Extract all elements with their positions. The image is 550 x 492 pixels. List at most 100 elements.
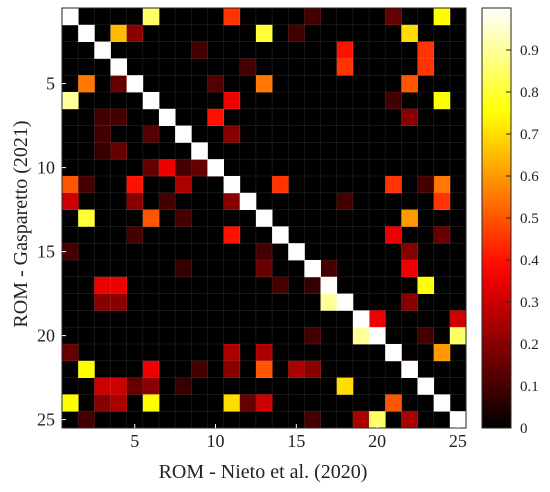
colorbar-tick-label: 0.4	[520, 253, 539, 269]
heatmap-cell	[401, 243, 418, 261]
diagonal-cell	[223, 176, 241, 194]
heatmap-cell	[255, 360, 273, 378]
heatmap-cell	[142, 125, 160, 143]
heatmap-cell	[336, 41, 354, 59]
heatmap-cell	[401, 411, 418, 429]
heatmap-cell	[94, 125, 111, 143]
y-tick-label: 5	[46, 74, 55, 94]
heatmap-cell	[272, 176, 289, 194]
heatmap-cell	[126, 377, 144, 395]
colorbar-tick-label: 0.2	[520, 337, 539, 353]
heatmap-cell	[385, 8, 402, 26]
diagonal-cell	[433, 394, 451, 412]
axis-ticks: 5 10 15 20 25 5 10 15 20 25	[37, 74, 467, 451]
heatmap-cell	[175, 209, 192, 227]
heatmap-cell	[62, 394, 79, 412]
heatmap-cell	[110, 75, 128, 93]
diagonal-cell	[126, 75, 144, 93]
diagonal-cell	[239, 192, 257, 210]
heatmap-cell	[158, 159, 176, 177]
heatmap-cell	[126, 226, 144, 244]
diagonal-cell	[401, 360, 418, 378]
heatmap-cell	[94, 293, 111, 311]
heatmap-cell	[417, 276, 435, 294]
heatmap-cell	[223, 125, 241, 143]
colorbar-tick-label: 0.7	[520, 127, 539, 143]
heatmap-cell	[255, 260, 273, 278]
heatmap-cell	[62, 344, 79, 362]
heatmap-cell	[126, 176, 144, 194]
heatmap-cell	[62, 92, 79, 110]
heatmap-cell	[223, 344, 241, 362]
heatmap-cell	[433, 92, 451, 110]
heatmap-cell	[94, 142, 111, 160]
x-tick-label: 25	[449, 431, 467, 451]
diagonal-cell	[255, 209, 273, 227]
colorbar: 0 0.1 0.2 0.3 0.4 0.5 0.6 0.7 0.8 0.9	[481, 7, 539, 437]
heatmap-cell	[175, 176, 192, 194]
diagonal-cell	[191, 142, 208, 160]
heatmap-cell	[369, 411, 386, 429]
colorbar-tick-label: 0.8	[520, 85, 539, 101]
heatmap-cell	[255, 243, 273, 261]
diagonal-cell	[62, 8, 79, 26]
heatmap-cell	[142, 8, 160, 26]
heatmap-cell	[110, 108, 128, 126]
heatmap-cell	[175, 260, 192, 278]
heatmap-cell	[336, 58, 354, 76]
heatmap-cell	[239, 394, 257, 412]
heatmap-cell	[78, 360, 95, 378]
heatmap-cell	[304, 360, 321, 378]
heatmap-cell	[352, 411, 370, 429]
heatmap-cell	[255, 344, 273, 362]
heatmap-cell	[223, 192, 241, 210]
diagonal-cell	[110, 58, 128, 76]
heatmap-cell	[401, 108, 418, 126]
diagonal-cell	[320, 276, 338, 294]
heatmap-cell	[175, 159, 192, 177]
heatmap-cell	[449, 310, 467, 328]
heatmap-cell	[417, 41, 435, 59]
heatmap-cell	[304, 276, 321, 294]
heatmap-cell	[320, 260, 338, 278]
heatmap-cell	[78, 75, 95, 93]
heatmap-cell	[255, 394, 273, 412]
heatmap-cell	[110, 394, 128, 412]
x-tick-label: 15	[287, 431, 305, 451]
diagonal-cell	[449, 411, 467, 429]
heatmap-cell	[401, 260, 418, 278]
diagonal-cell	[175, 125, 192, 143]
heatmap-cell	[433, 8, 451, 26]
heatmap-cell	[449, 327, 467, 345]
diagonal-cell	[272, 226, 289, 244]
y-tick-label: 10	[37, 158, 55, 178]
diagonal-cell	[352, 310, 370, 328]
heatmap-cell	[191, 360, 208, 378]
diagonal-cell	[336, 293, 354, 311]
heatmap-cell	[417, 58, 435, 76]
heatmap-cell	[401, 293, 418, 311]
colorbar-tick-label: 0	[520, 421, 528, 437]
heatmap-cell	[255, 75, 273, 93]
heatmap-cell	[126, 24, 144, 42]
heatmap-cell	[401, 209, 418, 227]
diagonal-cell	[304, 260, 321, 278]
colorbar-tick-label: 0.9	[520, 43, 539, 59]
heatmap-cell	[223, 394, 241, 412]
heatmap-cell	[62, 192, 79, 210]
heatmap-cell	[288, 360, 305, 378]
diagonal-cell	[288, 243, 305, 261]
x-tick-label: 10	[207, 431, 225, 451]
heatmap-cell	[191, 41, 208, 59]
heatmap-cell	[239, 58, 257, 76]
heatmap-cell	[62, 176, 79, 194]
heatmap-cell	[142, 394, 160, 412]
heatmap-cell	[417, 327, 435, 345]
heatmap-cell	[94, 108, 111, 126]
heatmap-cell	[320, 293, 338, 311]
heatmap-cell	[433, 226, 451, 244]
y-tick-label: 25	[37, 410, 55, 430]
heatmap-cell	[369, 310, 386, 328]
x-tick-label: 20	[368, 431, 386, 451]
heatmap-cell	[304, 411, 321, 429]
